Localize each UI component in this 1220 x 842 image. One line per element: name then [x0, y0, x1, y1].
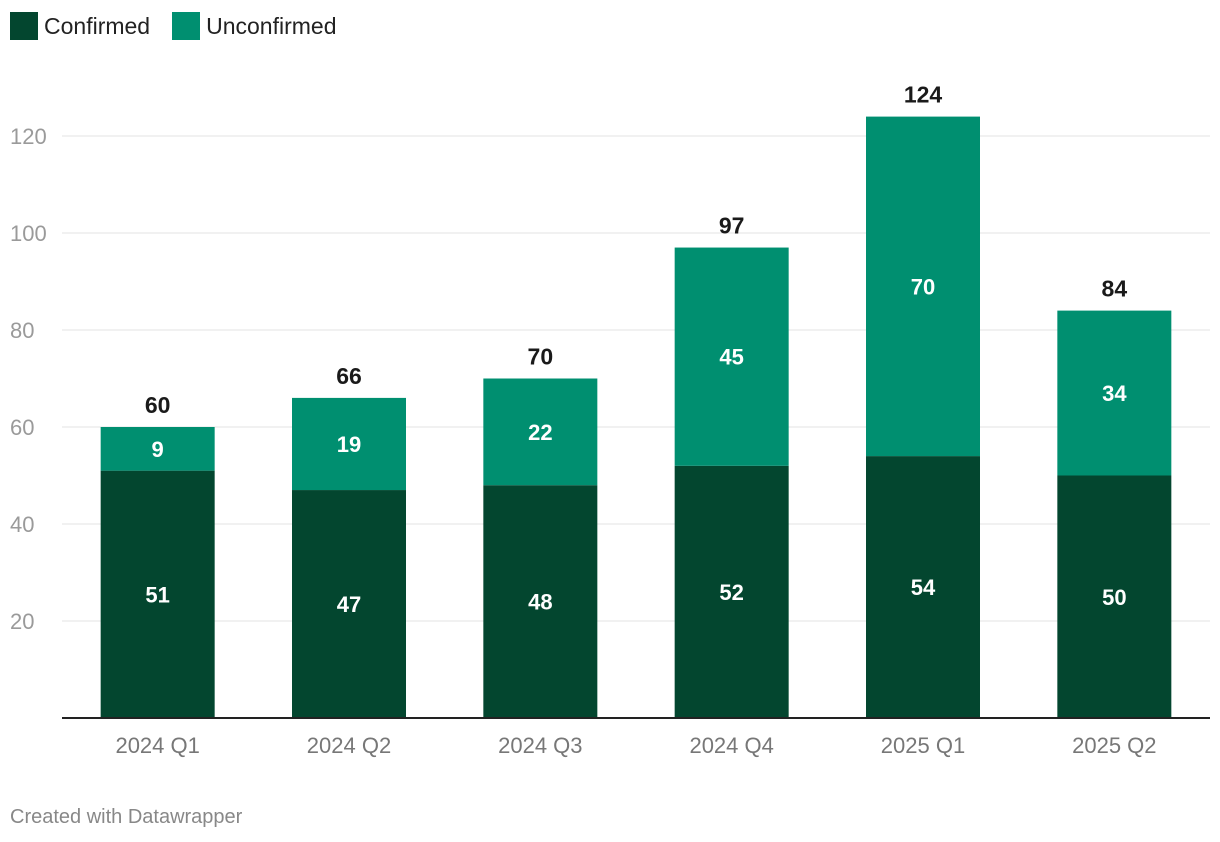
bar-total-label: 97: [719, 213, 745, 239]
bar-value-label: 9: [152, 437, 164, 462]
y-tick-label: 100: [10, 221, 47, 246]
legend-label-unconfirmed: Unconfirmed: [206, 12, 337, 39]
legend-swatch-unconfirmed: [172, 12, 201, 40]
bar-total-label: 70: [528, 344, 554, 370]
bar-total-label: 60: [145, 392, 171, 418]
bar-segment-confirmed: [292, 490, 406, 718]
legend-item-confirmed: Confirmed: [10, 12, 150, 40]
x-tick-label: 2024 Q1: [115, 733, 199, 758]
bar-value-label: 34: [1102, 381, 1127, 406]
y-tick-label: 20: [10, 609, 34, 634]
bar-segment-unconfirmed: [674, 247, 789, 466]
bar-segment-confirmed: [674, 465, 789, 718]
legend-label-confirmed: Confirmed: [44, 12, 151, 39]
footer-credit: Created with Datawrapper: [10, 806, 243, 828]
bar-segment-unconfirmed: [483, 378, 598, 486]
bar-total-label: 84: [1102, 276, 1128, 302]
bar-total-label: 124: [904, 82, 943, 108]
bar-value-label: 19: [337, 432, 361, 457]
x-tick-label: 2024 Q2: [307, 733, 391, 758]
bar-value-label: 48: [528, 590, 552, 615]
x-tick-label: 2024 Q4: [689, 733, 773, 758]
bar-value-label: 50: [1102, 585, 1126, 610]
x-tick-label: 2024 Q3: [498, 733, 582, 758]
legend-swatch-confirmed: [10, 12, 38, 40]
x-tick-label: 2025 Q1: [881, 733, 965, 758]
y-tick-label: 40: [10, 512, 34, 537]
bar-value-label: 52: [719, 580, 743, 605]
bar-value-label: 22: [528, 420, 552, 445]
x-tick-label: 2025 Q2: [1072, 733, 1156, 758]
y-tick-label: 60: [10, 415, 34, 440]
bar-segment-unconfirmed: [1057, 310, 1172, 476]
bar-value-label: 51: [145, 582, 169, 607]
bar-segment-confirmed: [866, 456, 980, 718]
bar-segment-unconfirmed: [100, 427, 215, 471]
y-tick-label: 120: [10, 124, 47, 149]
bar-segment-unconfirmed: [292, 397, 406, 491]
legend: Confirmed Unconfirmed: [10, 12, 337, 40]
legend-item-unconfirmed: Unconfirmed: [172, 12, 337, 40]
bar-segment-unconfirmed: [866, 116, 980, 457]
bar-value-label: 54: [911, 575, 936, 600]
bar-value-label: 45: [719, 345, 743, 370]
bar-segment-confirmed: [1057, 475, 1172, 718]
bar-segment-confirmed: [483, 485, 598, 718]
bar-segment-confirmed: [100, 470, 215, 718]
bar-value-label: 47: [337, 592, 361, 617]
y-tick-label: 80: [10, 318, 34, 343]
bar-total-label: 66: [336, 363, 362, 389]
bar-value-label: 70: [911, 274, 935, 299]
